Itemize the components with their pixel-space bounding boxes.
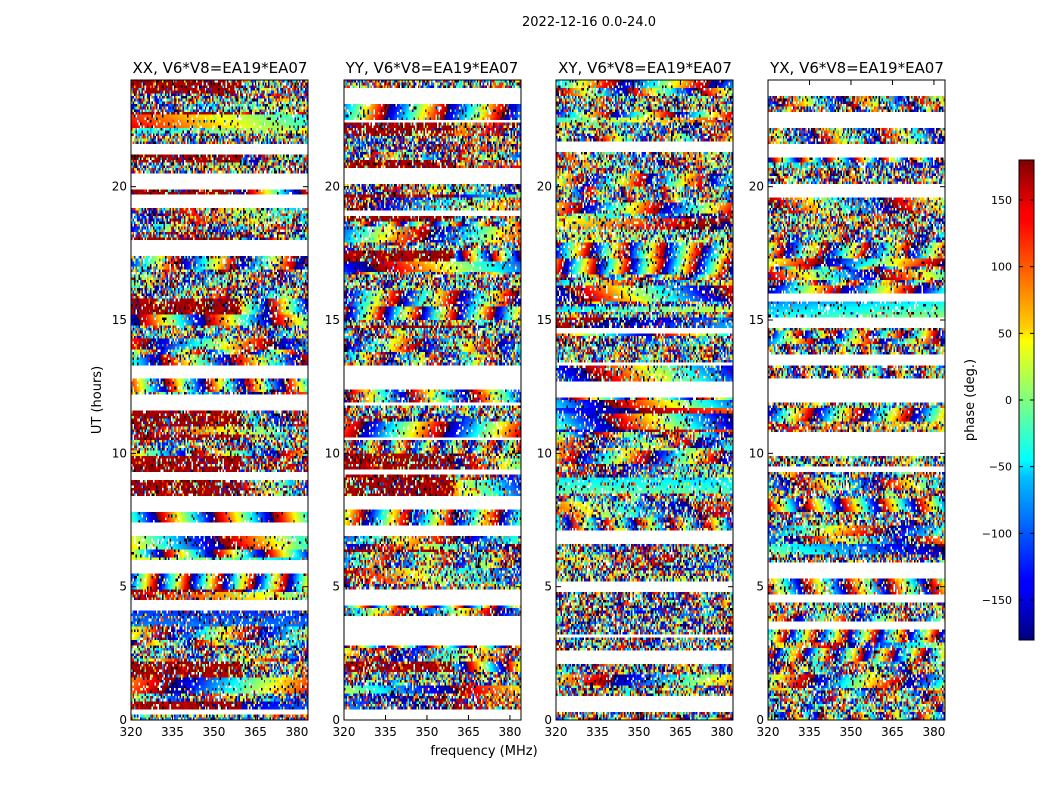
y-tick-label: 15 <box>749 313 764 327</box>
panel-xy: XY, V6*V8=EA19*EA07 320 335 350 365 380 0 5 10… <box>537 59 734 739</box>
phase-heatmap-yx <box>768 80 945 720</box>
x-tick-label: 365 <box>244 725 267 739</box>
y-tick-label: 5 <box>756 580 764 594</box>
panel-yy: YY, V6*V8=EA19*EA07 320 335 350 365 380 0 5 10… <box>325 59 522 739</box>
y-ticks-yy: 0 5 10 15 20 <box>325 180 521 727</box>
axes-frame <box>767 79 946 721</box>
plot-area-yy <box>343 79 522 721</box>
colorbar: 150 100 50 0 −50 −100 −150 phase (deg.) <box>963 159 1035 641</box>
y-axis-label: UT (hours) <box>90 366 105 434</box>
x-tick-label: 380 <box>922 725 945 739</box>
panel-title-yy: YY, V6*V8=EA19*EA07 <box>345 59 519 77</box>
x-ticks-xy: 320 335 350 365 380 <box>545 80 733 739</box>
colorbar-tick-label: 50 <box>998 327 1012 340</box>
colorbar-tick-label: 150 <box>991 194 1012 207</box>
y-tick-label: 0 <box>119 713 127 727</box>
phase-heatmap-xx <box>131 80 308 720</box>
panel-yx: YX, V6*V8=EA19*EA07 320 335 350 365 380 0 5 10… <box>749 59 946 739</box>
y-tick-label: 10 <box>749 446 764 460</box>
colorbar-tick-label: 100 <box>991 261 1012 274</box>
x-tick-label: 350 <box>628 725 651 739</box>
y-tick-label: 10 <box>537 446 552 460</box>
x-tick-label: 320 <box>545 725 568 739</box>
x-tick-label: 320 <box>120 725 143 739</box>
panel-title-xx: XX, V6*V8=EA19*EA07 <box>133 59 308 77</box>
x-tick-label: 320 <box>333 725 356 739</box>
x-tick-label: 335 <box>161 725 184 739</box>
y-tick-label: 5 <box>544 580 552 594</box>
x-tick-label: 335 <box>798 725 821 739</box>
colorbar-ticks: 150 100 50 0 −50 −100 −150 <box>982 194 1034 607</box>
colorbar-tick-label: −50 <box>989 461 1012 474</box>
x-tick-label: 350 <box>840 725 863 739</box>
y-tick-label: 5 <box>332 580 340 594</box>
colorbar-label: phase (deg.) <box>963 359 978 441</box>
phase-heatmap-yy <box>344 80 521 720</box>
colorbar-tick-label: −100 <box>982 527 1012 540</box>
x-axis-label: frequency (MHz) <box>430 744 537 759</box>
x-ticks-yx: 320 335 350 365 380 <box>757 80 945 739</box>
y-tick-label: 15 <box>537 313 552 327</box>
x-ticks-xx: 320 335 350 365 380 <box>120 80 308 739</box>
axes-frame <box>130 79 309 721</box>
y-tick-label: 0 <box>332 713 340 727</box>
y-tick-label: 0 <box>756 713 764 727</box>
x-tick-label: 365 <box>669 725 692 739</box>
plot-area-xx <box>130 79 309 721</box>
x-ticks-yy: 320 335 350 365 380 <box>333 80 521 739</box>
x-tick-label: 380 <box>285 725 308 739</box>
panel-xx: XX, V6*V8=EA19*EA07 320 335 350 365 380 0 5 10… <box>112 59 309 739</box>
y-tick-label: 20 <box>325 180 340 194</box>
plot-area-xy <box>555 79 734 721</box>
x-tick-label: 335 <box>586 725 609 739</box>
plot-area-yx <box>767 79 946 721</box>
y-ticks-yx: 0 5 10 15 20 <box>749 180 945 727</box>
axes-frame <box>555 79 734 721</box>
colorbar-tick-label: −150 <box>982 594 1012 607</box>
panel-title-xy: XY, V6*V8=EA19*EA07 <box>558 59 732 77</box>
x-tick-label: 320 <box>757 725 780 739</box>
suptitle: 2022-12-16 0.0-24.0 <box>522 15 656 30</box>
panel-title-yx: YX, V6*V8=EA19*EA07 <box>769 59 944 77</box>
x-tick-label: 335 <box>374 725 397 739</box>
y-ticks-xy: 0 5 10 15 20 <box>537 180 733 727</box>
y-tick-label: 0 <box>544 713 552 727</box>
y-tick-label: 15 <box>325 313 340 327</box>
x-tick-label: 380 <box>498 725 521 739</box>
phase-heatmap-xy <box>556 80 733 720</box>
x-tick-label: 350 <box>203 725 226 739</box>
y-tick-label: 15 <box>112 313 127 327</box>
y-tick-label: 20 <box>749 180 764 194</box>
y-tick-label: 5 <box>119 580 127 594</box>
y-tick-label: 10 <box>112 446 127 460</box>
x-tick-label: 365 <box>881 725 904 739</box>
axes-frame <box>343 79 522 721</box>
y-ticks-xx: 0 5 10 15 20 <box>112 180 308 727</box>
x-tick-label: 350 <box>416 725 439 739</box>
x-tick-label: 365 <box>457 725 480 739</box>
colorbar-tick-label: 0 <box>1005 394 1012 407</box>
y-tick-label: 10 <box>325 446 340 460</box>
x-tick-label: 380 <box>710 725 733 739</box>
y-tick-label: 20 <box>537 180 552 194</box>
y-tick-label: 20 <box>112 180 127 194</box>
